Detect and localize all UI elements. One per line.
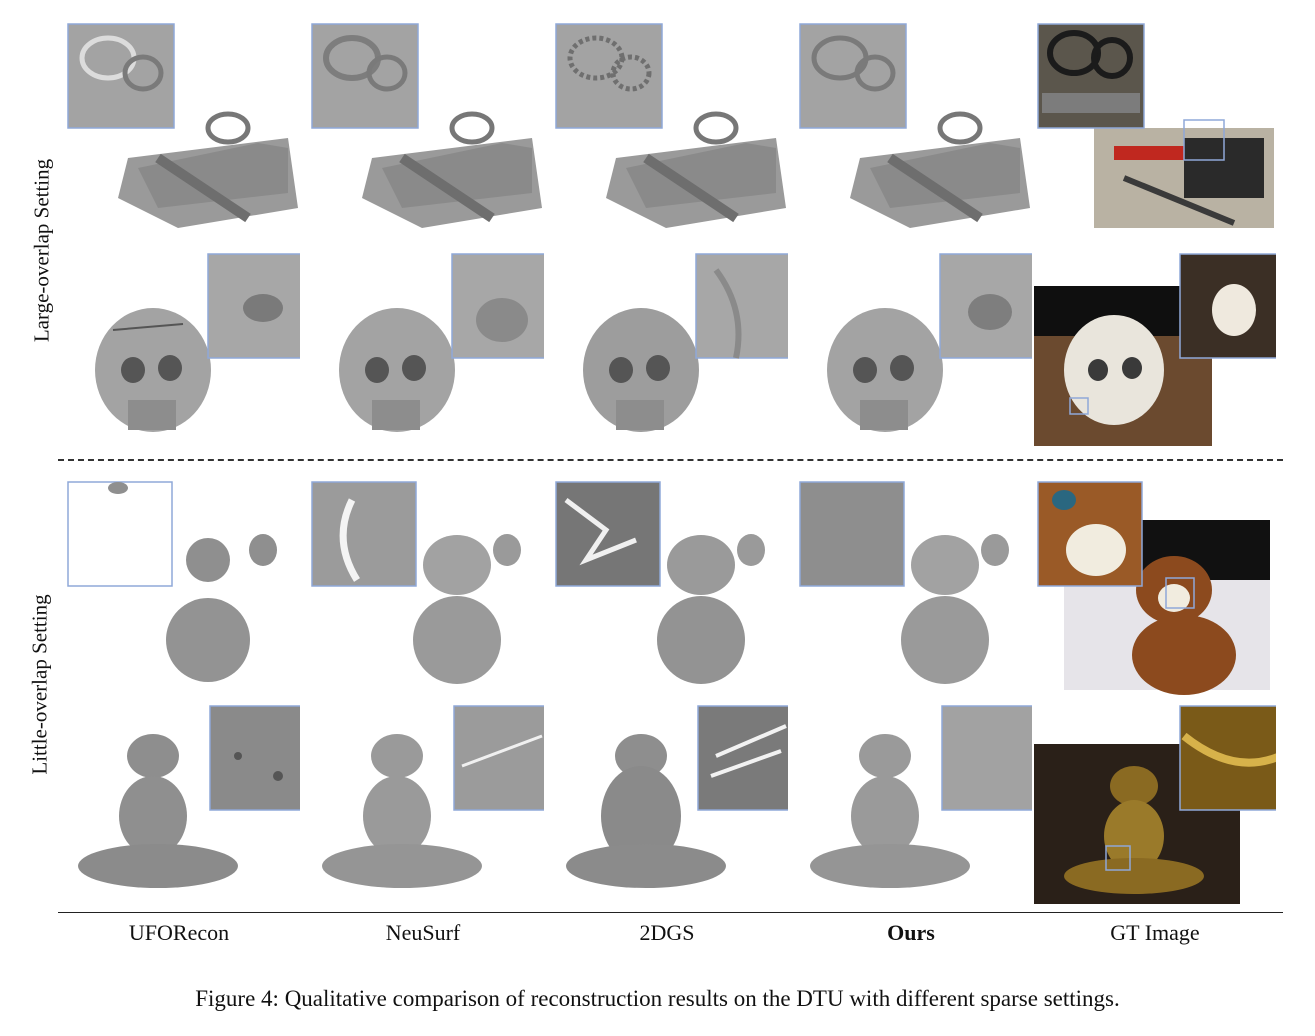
skull-gt-image bbox=[1034, 250, 1276, 470]
skull-neusurf-render bbox=[302, 250, 544, 470]
method-label-2dgs: 2DGS bbox=[639, 920, 695, 945]
figure-caption: Figure 4: Qualitative comparison of reco… bbox=[195, 986, 1120, 1011]
figure-baseline bbox=[58, 912, 1283, 913]
bear-ours-render bbox=[790, 480, 1032, 700]
bear-neusurf-render bbox=[302, 480, 544, 700]
setting-divider bbox=[58, 459, 1283, 461]
scissors-ours-render bbox=[790, 18, 1032, 238]
little-overlap-label: Little-overlap Setting bbox=[27, 594, 52, 775]
method-label-gt-image: GT Image bbox=[1110, 920, 1200, 945]
method-label-neusurf: NeuSurf bbox=[385, 920, 461, 945]
large-overlap-label: Large-overlap Setting bbox=[29, 158, 54, 343]
frog-row bbox=[58, 696, 1288, 916]
scissors-gt-image bbox=[1034, 18, 1276, 238]
skull-ours-render bbox=[790, 250, 1032, 470]
skull-uforecon-render bbox=[58, 250, 300, 470]
method-label-ours: Ours bbox=[887, 920, 935, 945]
frog-uforecon-render bbox=[58, 696, 300, 916]
bear-gt-image bbox=[1034, 480, 1276, 700]
scissors-2dgs-render bbox=[546, 18, 788, 238]
scissors-uforecon-render bbox=[58, 18, 300, 238]
scissors-neusurf-render bbox=[302, 18, 544, 238]
method-labels: UFORecon NeuSurf 2DGS Ours GT Image bbox=[58, 920, 1288, 952]
skull-row bbox=[58, 250, 1288, 470]
frog-gt-image bbox=[1034, 696, 1276, 916]
scissors-row bbox=[58, 18, 1288, 238]
bear-uforecon-render bbox=[58, 480, 300, 700]
bear-row bbox=[58, 480, 1288, 700]
skull-2dgs-render bbox=[546, 250, 788, 470]
method-label-uforecon: UFORecon bbox=[128, 920, 230, 945]
frog-2dgs-render bbox=[546, 696, 788, 916]
frog-neusurf-render bbox=[302, 696, 544, 916]
frog-ours-render bbox=[790, 696, 1032, 916]
bear-2dgs-render bbox=[546, 480, 788, 700]
